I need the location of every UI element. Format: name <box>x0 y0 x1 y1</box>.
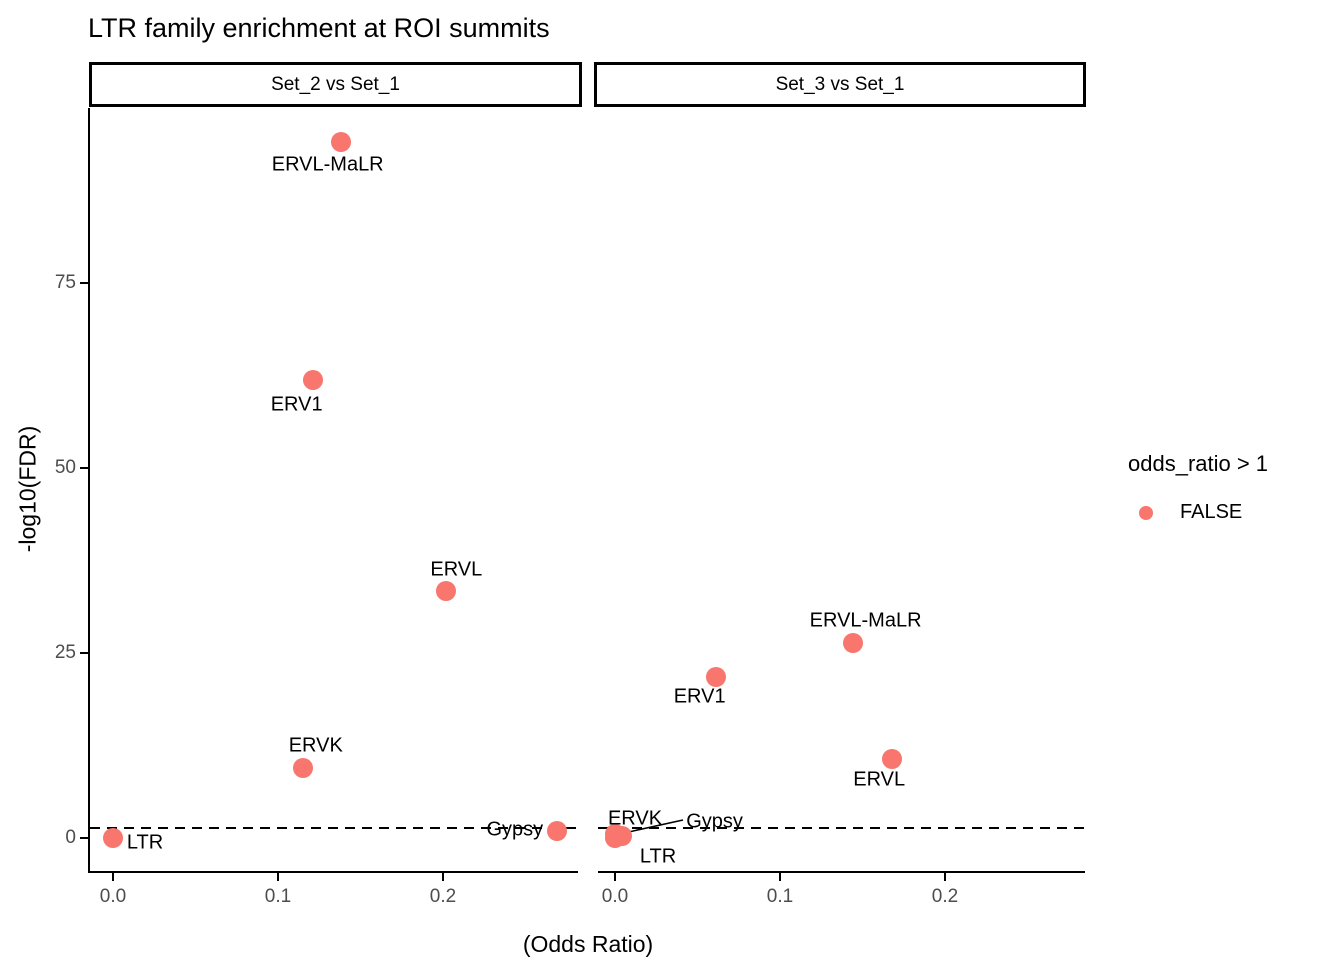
data-point-ervk <box>292 757 313 778</box>
y-axis-line <box>88 108 90 873</box>
x-tick-label: 0.1 <box>766 886 794 907</box>
label-leader-line <box>623 819 684 834</box>
x-tick-mark <box>277 873 279 881</box>
point-label-ervl: ERVL <box>430 558 483 581</box>
x-tick-mark <box>614 873 616 881</box>
facet-strip-set2-vs-set1: Set_2 vs Set_1 <box>89 62 582 107</box>
point-label-erv1: ERV1 <box>270 393 323 416</box>
y-axis-title: -log10(FDR) <box>14 425 41 553</box>
x-axis-line-panel2 <box>598 871 1085 873</box>
point-label-gypsy: Gypsy <box>686 810 743 833</box>
legend-point-icon <box>1139 505 1153 520</box>
y-tick-label: 25 <box>54 642 76 663</box>
data-point-gypsy <box>546 820 567 841</box>
x-tick-label: 0.2 <box>931 886 959 907</box>
legend-title: odds_ratio > 1 <box>1128 451 1269 476</box>
point-label-erv1: ERV1 <box>673 685 726 708</box>
x-tick-mark <box>442 873 444 881</box>
y-tick-label: 50 <box>54 457 76 478</box>
x-axis-line-panel1 <box>88 871 578 873</box>
x-tick-label: 0.1 <box>264 886 292 907</box>
x-tick-mark <box>779 873 781 881</box>
data-point-ltr <box>103 828 123 848</box>
plot-title: LTR family enrichment at ROI summits <box>88 13 550 43</box>
threshold-dashed-line <box>598 827 1085 830</box>
point-label-ervl-malr: ERVL-MaLR <box>271 153 384 176</box>
point-label-ervk: ERVK <box>288 734 343 757</box>
facet-panel-set2-vs-set1: ERVL-MaLR ERV1 ERVL ERVK LTR Gypsy <box>90 108 578 871</box>
y-tick-label: 0 <box>65 827 76 848</box>
data-point-erv1 <box>302 369 323 390</box>
point-label-ervk: ERVK <box>607 807 663 830</box>
point-label-ltr: LTR <box>639 845 677 868</box>
data-point-erv1 <box>705 666 726 687</box>
point-label-ervl: ERVL <box>853 768 906 791</box>
y-tick-mark <box>80 467 88 469</box>
data-point-ltr <box>605 828 625 848</box>
y-tick-label: 75 <box>54 272 76 293</box>
legend-item-false: FALSE <box>1139 501 1268 524</box>
y-tick-mark <box>80 837 88 839</box>
point-label-gypsy: Gypsy <box>486 818 544 841</box>
x-tick-mark <box>112 873 114 881</box>
point-label-ltr: LTR <box>126 831 164 854</box>
x-tick-label: 0.2 <box>429 886 457 907</box>
facet-panel-set3-vs-set1: ERVL-MaLR ERV1 ERVL ERVK Gypsy LTR <box>598 108 1085 871</box>
y-tick-mark <box>80 652 88 654</box>
data-point-ervl <box>436 580 457 601</box>
x-tick-mark <box>944 873 946 881</box>
data-point-ervl-malr <box>330 132 351 153</box>
data-point-ervl <box>882 748 903 769</box>
legend-item-label: FALSE <box>1180 501 1243 523</box>
legend: odds_ratio > 1 FALSE <box>1128 451 1268 524</box>
x-tick-label: 0.0 <box>99 886 127 907</box>
y-tick-mark <box>80 282 88 284</box>
data-point-ervl-malr <box>842 632 863 653</box>
point-label-ervl-malr: ERVL-MaLR <box>809 609 922 632</box>
x-axis-title: (Odds Ratio) <box>522 931 654 957</box>
threshold-dashed-line <box>90 827 578 830</box>
facet-strip-set3-vs-set1: Set_3 vs Set_1 <box>594 62 1086 107</box>
x-tick-label: 0.0 <box>601 886 629 907</box>
